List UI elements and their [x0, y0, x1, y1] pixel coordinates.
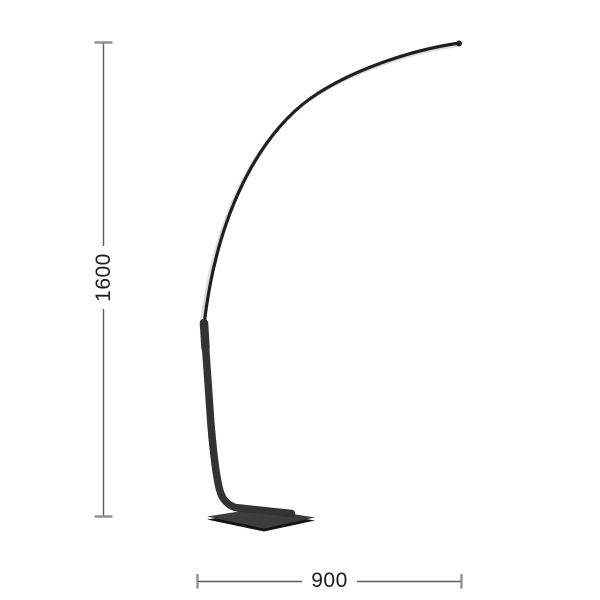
width-dimension: 900: [196, 569, 463, 592]
width-dimension-label: 900: [311, 569, 348, 592]
lamp-arc-arm: [202, 41, 462, 327]
lamp-pole: [200, 321, 296, 518]
height-dimension: 1600: [92, 41, 115, 518]
height-dimension-label: 1600: [92, 253, 115, 302]
arc-floor-lamp-illustration: [199, 40, 462, 532]
lamp-arc-tip: [456, 40, 462, 47]
